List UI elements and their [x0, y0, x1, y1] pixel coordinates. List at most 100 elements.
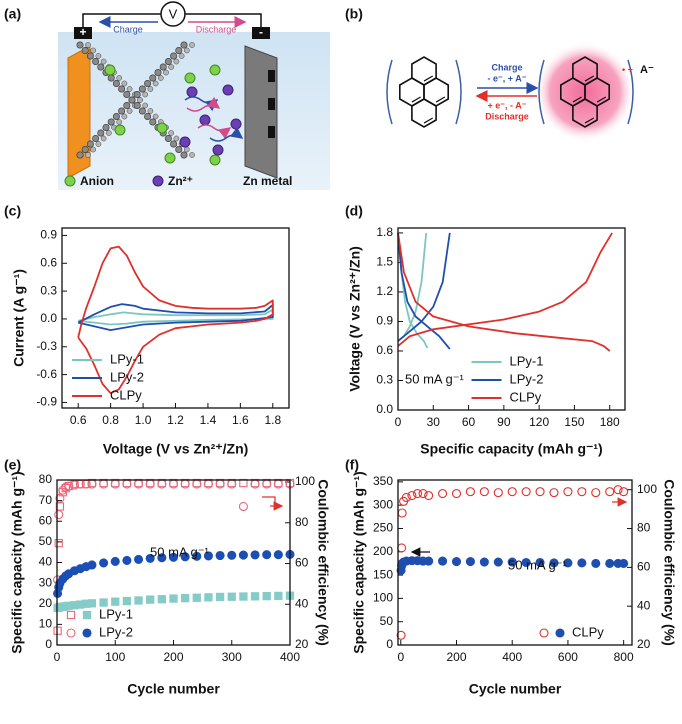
y-tick-label: 10 — [39, 617, 53, 631]
y-axis-title: Specific capacity (mAh g⁻¹) — [351, 471, 367, 653]
x-tick-label: 180 — [600, 415, 620, 429]
legend-label: LPy-2 — [110, 369, 144, 384]
capacity-point — [134, 596, 143, 605]
efficiency-point — [521, 487, 531, 497]
x-tick-label: 1.0 — [135, 413, 152, 427]
charts: (c)0.6 0.8 1.0 1.2 1.4 1.6 1.8-0.9-0.6-0.30.00… — [4, 203, 677, 697]
atom — [168, 130, 175, 136]
atom — [164, 135, 172, 143]
x-tick-label: 0 — [395, 415, 402, 429]
atom — [137, 97, 143, 103]
capacity-point — [577, 558, 587, 568]
atom — [92, 135, 100, 143]
panel-label: (c) — [4, 203, 21, 219]
x-tick-label: 1.8 — [264, 413, 281, 427]
efficiency-point — [64, 481, 74, 491]
y-tick-label: 0.3 — [40, 283, 57, 297]
atom — [164, 57, 172, 65]
atom — [142, 102, 149, 109]
x-tick-label: 150 — [564, 415, 584, 429]
series-line — [397, 232, 451, 350]
capacity-point — [250, 592, 260, 601]
anion — [156, 122, 168, 134]
y-tick-label: 150 — [373, 567, 393, 581]
double-bond — [423, 75, 434, 82]
atom — [76, 151, 84, 159]
efficiency-point — [397, 543, 407, 553]
double-bond — [423, 117, 434, 124]
anion — [184, 72, 196, 84]
efficiency-point — [563, 487, 573, 497]
capacity-point — [262, 550, 272, 560]
panel-b: (b) • + A⁻ Charge - e⁻, + A⁻ + e⁻, - A⁻ … — [345, 6, 654, 142]
legend-label: LPy-1 — [110, 351, 144, 366]
y-tick-label: 0.6 — [376, 343, 393, 357]
anion — [209, 154, 221, 166]
negative-terminal — [252, 27, 270, 39]
atom — [95, 141, 102, 147]
atom — [170, 140, 178, 148]
atom — [133, 102, 141, 110]
atom — [128, 96, 136, 104]
y-axis-title: Voltage (V vs Zn²⁺/Zn) — [347, 246, 363, 392]
capacity-point — [549, 558, 559, 568]
atom — [142, 91, 149, 98]
legend-label: LPy-1 — [510, 353, 544, 368]
capacity-point — [227, 550, 237, 560]
atom — [163, 69, 169, 76]
capacity-point — [122, 555, 132, 565]
y-tick-label: 50 — [39, 534, 53, 548]
capacity-point — [99, 598, 108, 607]
x-tick-label: 200 — [163, 650, 183, 664]
panel-label: (f) — [345, 457, 359, 473]
efficiency-point — [54, 510, 64, 520]
capacity-point — [239, 592, 248, 601]
y-tick-label: 60 — [39, 513, 53, 527]
efficiency-point — [479, 487, 489, 497]
atom — [147, 86, 154, 92]
voltmeter — [160, 1, 186, 27]
atom — [95, 53, 102, 59]
x-tick-label: 400 — [280, 650, 300, 664]
capacity-point — [591, 558, 601, 568]
axis-pointer — [262, 496, 276, 506]
efficiency-point — [401, 492, 411, 503]
ring — [411, 56, 437, 86]
atom — [76, 41, 84, 49]
capacity-point — [87, 560, 97, 570]
atom — [116, 75, 123, 81]
atom — [90, 47, 97, 54]
series-line — [397, 232, 613, 352]
atom — [126, 108, 133, 114]
legend-swatch — [555, 628, 565, 638]
atom — [173, 58, 180, 65]
charge-step: - e⁻, + A⁻ — [488, 73, 527, 83]
atom — [123, 91, 131, 99]
atom — [147, 108, 154, 114]
atom — [121, 80, 128, 87]
atom — [152, 80, 159, 87]
atom — [85, 42, 91, 48]
ring — [572, 98, 598, 128]
y-tick-label: 0.0 — [376, 402, 393, 416]
pyrene-structures — [398, 56, 611, 128]
y2-axis-title: Coulombic efficiency (%) — [661, 479, 677, 645]
y-tick-label: -0.6 — [36, 367, 57, 381]
atom — [149, 118, 157, 126]
y-tick-label: 40 — [39, 555, 53, 569]
x-tick-label: 300 — [222, 650, 242, 664]
y2-tick-label: 100 — [295, 474, 315, 488]
legend-zinc-ion: Zn²⁺ — [168, 174, 193, 188]
capacity-point — [181, 594, 190, 603]
legend-label: CLPy — [510, 389, 542, 404]
legend-label: LPy-1 — [99, 606, 133, 621]
efficiency-point — [577, 487, 587, 497]
zinc-ion — [222, 84, 234, 96]
capacity-point — [157, 595, 166, 604]
atom — [144, 113, 152, 121]
capacity-point — [465, 557, 475, 567]
atom — [180, 151, 188, 159]
y-axis-title: Current (A g⁻¹) — [11, 269, 27, 367]
capacity-point — [180, 552, 190, 562]
y-tick-label: 350 — [373, 474, 393, 488]
